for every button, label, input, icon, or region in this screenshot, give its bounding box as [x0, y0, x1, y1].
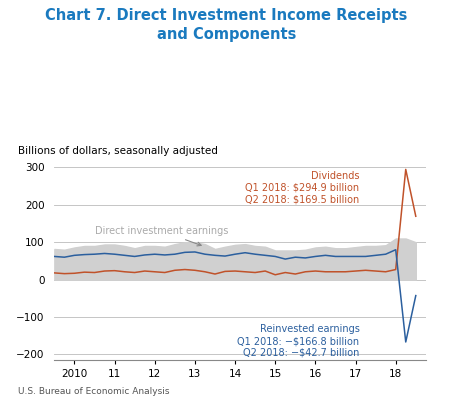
Text: Billions of dollars, seasonally adjusted: Billions of dollars, seasonally adjusted: [18, 146, 218, 156]
Text: Chart 7. Direct Investment Income Receipts
and Components: Chart 7. Direct Investment Income Receip…: [45, 8, 408, 42]
Text: Direct investment earnings: Direct investment earnings: [95, 226, 228, 246]
Text: U.S. Bureau of Economic Analysis: U.S. Bureau of Economic Analysis: [18, 387, 169, 396]
Text: Dividends
Q1 2018: $294.9 billion
Q2 2018: $169.5 billion: Dividends Q1 2018: $294.9 billion Q2 201…: [246, 171, 360, 204]
Text: Reinvested earnings
Q1 2018: −$166.8 billion
Q2 2018: −$42.7 billion: Reinvested earnings Q1 2018: −$166.8 bil…: [237, 324, 360, 358]
